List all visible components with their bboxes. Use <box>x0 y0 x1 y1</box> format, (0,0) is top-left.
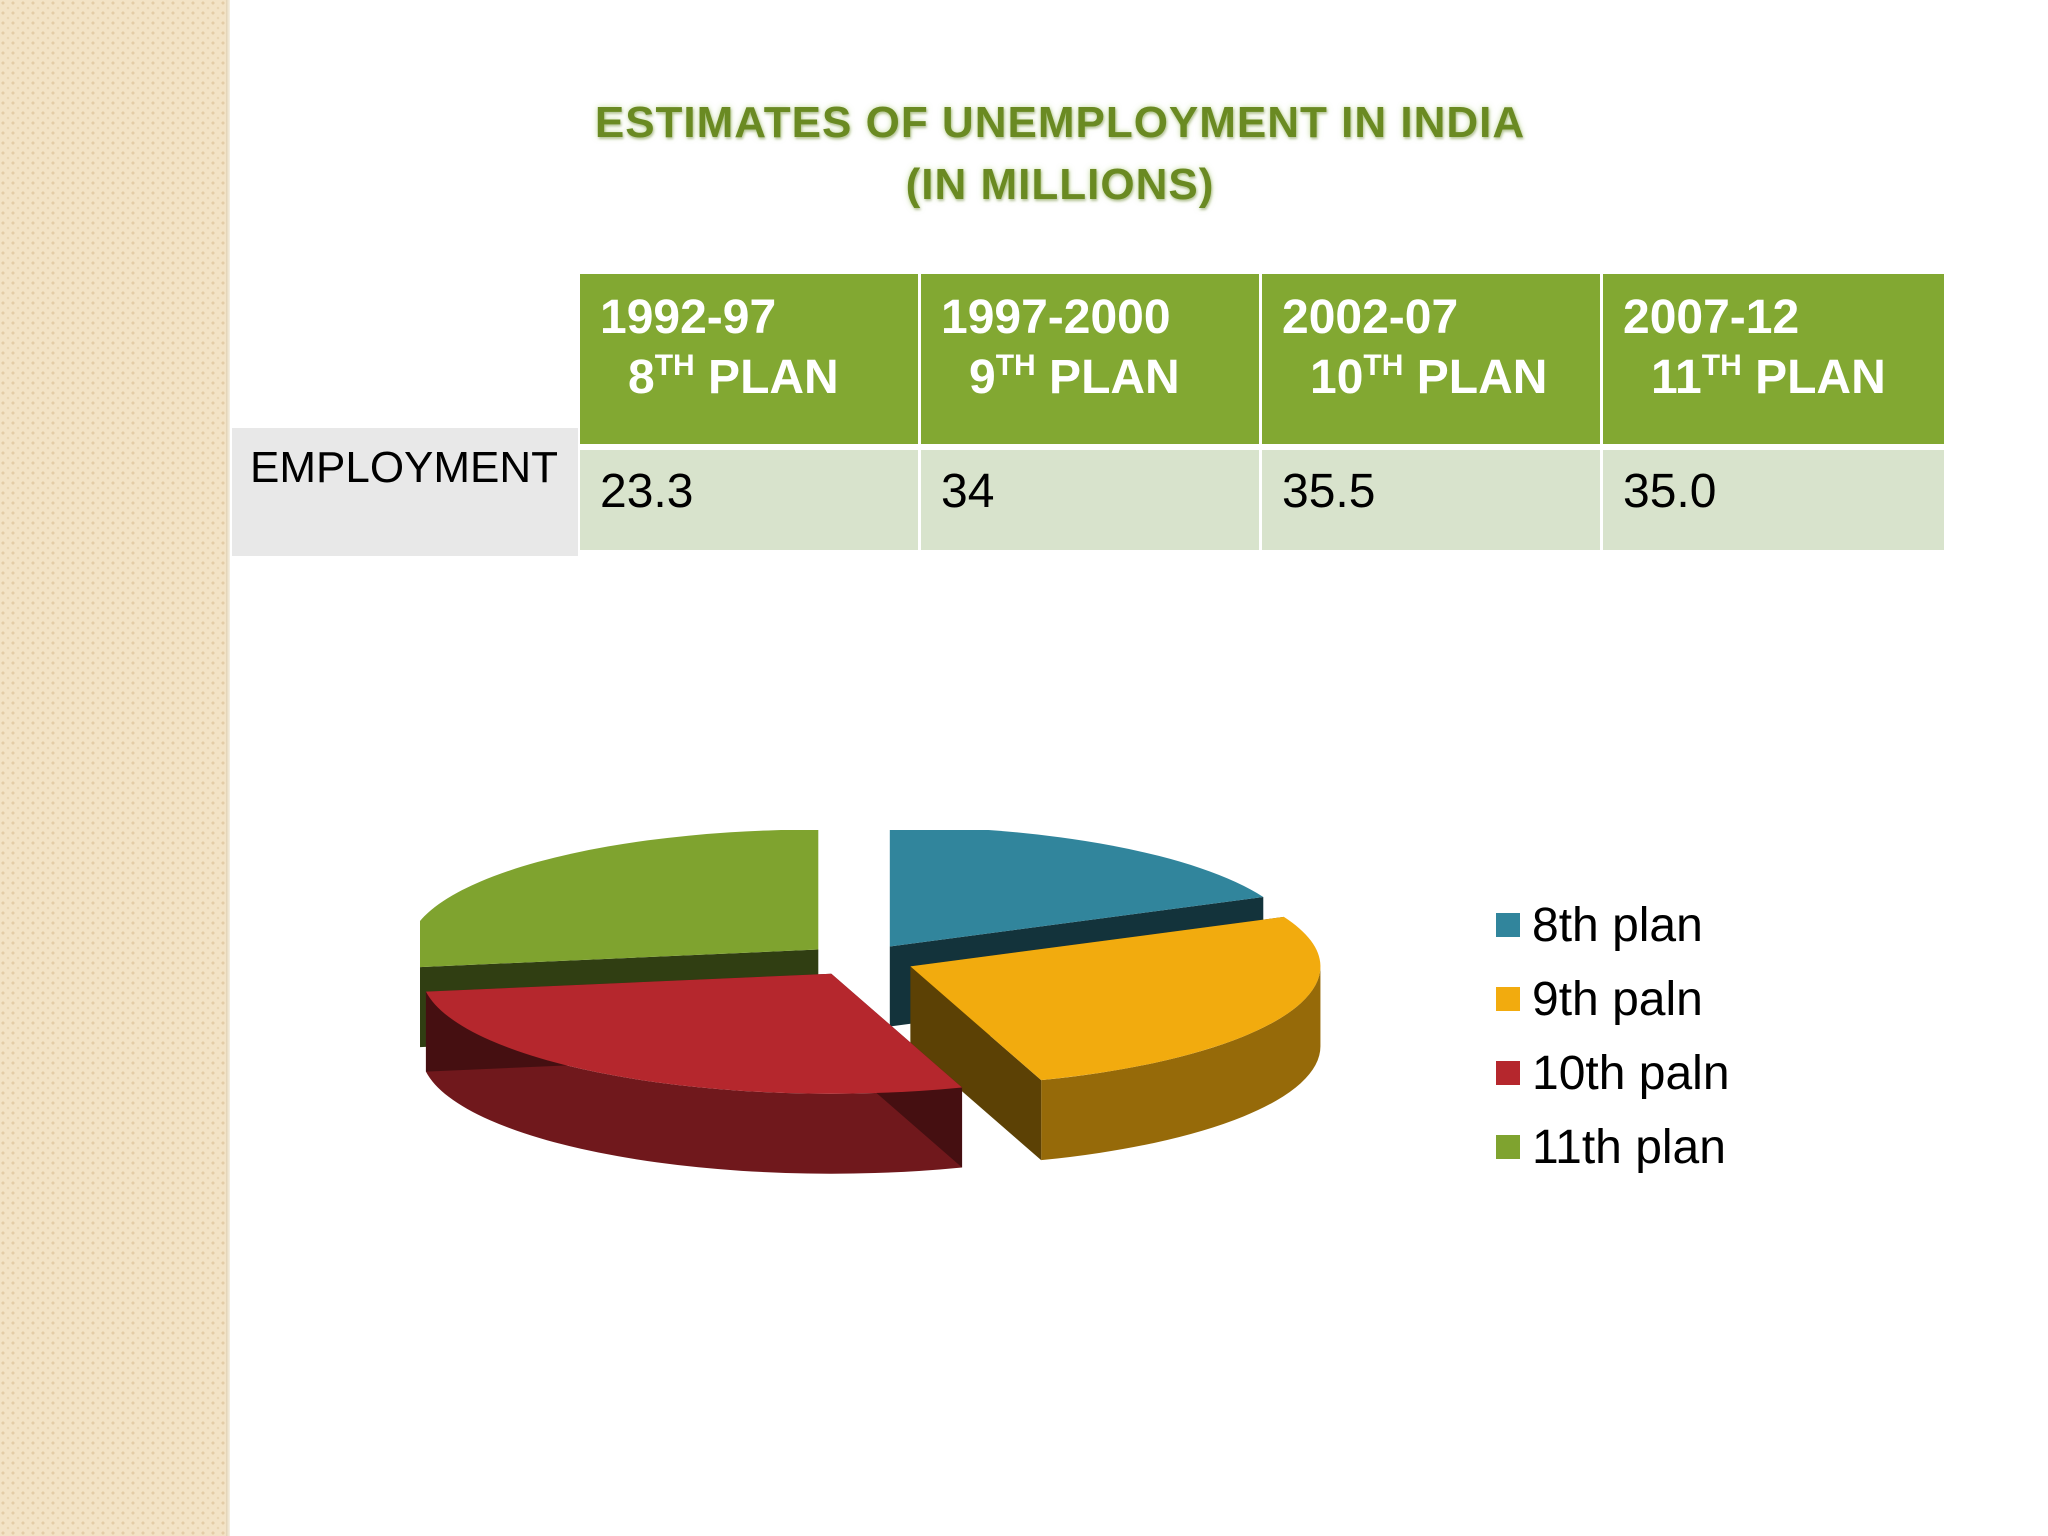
legend-item: 11th plan <box>1496 1110 1730 1184</box>
legend-label: 10th paln <box>1532 1046 1730 1100</box>
column-header-10th-plan: 2002-07 10TH PLAN <box>1262 274 1603 444</box>
value-cell-10th-plan: 35.5 <box>1262 450 1603 550</box>
pie-slice <box>425 973 963 1174</box>
title-line-1: ESTIMATES OF UNEMPLOYMENT IN INDIA <box>594 98 1526 147</box>
legend-item: 9th paln <box>1496 962 1730 1036</box>
value-cell-9th-plan: 34 <box>921 450 1262 550</box>
plan-label: 9TH PLAN <box>969 349 1180 405</box>
chart-legend: 8th plan 9th paln 10th paln 11th plan <box>1496 888 1730 1184</box>
legend-swatch <box>1496 1135 1520 1159</box>
legend-item: 10th paln <box>1496 1036 1730 1110</box>
legend-swatch <box>1496 987 1520 1011</box>
legend-item: 8th plan <box>1496 888 1730 962</box>
plan-label: 10TH PLAN <box>1310 349 1548 405</box>
legend-label: 9th paln <box>1532 972 1703 1026</box>
value-cell-8th-plan: 23.3 <box>580 450 921 550</box>
column-header-9th-plan: 1997-2000 9TH PLAN <box>921 274 1262 444</box>
legend-swatch <box>1496 1061 1520 1085</box>
period-label: 1997-2000 <box>941 291 1171 344</box>
pie-slice <box>910 916 1321 1161</box>
period-label: 2002-07 <box>1282 291 1459 344</box>
legend-swatch <box>1496 913 1520 937</box>
plan-label: 8TH PLAN <box>628 349 839 405</box>
column-header-8th-plan: 1992-97 8TH PLAN <box>580 274 921 444</box>
legend-label: 11th plan <box>1532 1120 1726 1174</box>
period-label: 2007-12 <box>1623 291 1800 344</box>
side-strip-edge <box>226 0 230 1536</box>
row-header-employment: EMPLOYMENT <box>232 428 578 556</box>
period-label: 1992-97 <box>600 291 777 344</box>
value-cell-11th-plan: 35.0 <box>1603 450 1944 550</box>
column-header-11th-plan: 2007-12 11TH PLAN <box>1603 274 1944 444</box>
decorative-side-strip <box>0 0 226 1536</box>
title-line-2: (IN MILLIONS) <box>905 160 1215 209</box>
pie-chart <box>420 830 1321 1174</box>
legend-label: 8th plan <box>1532 898 1703 952</box>
slide-title: ESTIMATES OF UNEMPLOYMENT IN INDIA (IN M… <box>400 92 1720 216</box>
plan-label: 11TH PLAN <box>1651 349 1886 405</box>
